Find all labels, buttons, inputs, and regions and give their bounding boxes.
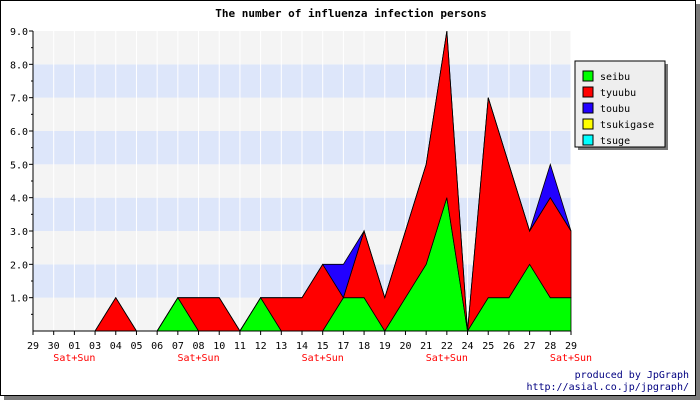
x-tick-label: 15 xyxy=(317,341,329,352)
y-tick-label: 8.0 xyxy=(10,60,28,71)
x-tick-label: 01 xyxy=(68,341,80,352)
y-tick-label: 9.0 xyxy=(10,27,28,38)
legend-label: seibu xyxy=(600,72,630,83)
y-tick-label: 6.0 xyxy=(10,127,28,138)
y-tick-label: 1.0 xyxy=(10,294,28,305)
x-tick-label: 13 xyxy=(275,341,287,352)
weekend-label: Sat+Sun xyxy=(53,353,95,364)
x-tick-label: 07 xyxy=(172,341,184,352)
x-tick-label: 30 xyxy=(48,341,60,352)
x-tick-label: 19 xyxy=(379,341,391,352)
x-tick-label: 08 xyxy=(193,341,205,352)
x-tick-label: 05 xyxy=(130,341,142,352)
x-tick-label: 29 xyxy=(565,341,577,352)
x-tick-label: 26 xyxy=(503,341,515,352)
weekend-label: Sat+Sun xyxy=(550,353,592,364)
legend-swatch xyxy=(582,70,594,82)
x-tick-label: 18 xyxy=(358,341,370,352)
legend-label: tsukigase xyxy=(600,120,654,131)
weekend-label: Sat+Sun xyxy=(426,353,468,364)
x-tick-label: 12 xyxy=(255,341,267,352)
x-tick-label: 24 xyxy=(462,341,474,352)
y-tick-label: 2.0 xyxy=(10,260,28,271)
area-toubu xyxy=(33,30,572,332)
legend-label: tyuubu xyxy=(600,88,636,99)
y-tick-label: 4.0 xyxy=(10,194,28,205)
x-tick-label: 06 xyxy=(151,341,163,352)
weekend-label: Sat+Sun xyxy=(302,353,344,364)
x-tick-label: 17 xyxy=(337,341,349,352)
credit-line-1: produced by JpGraph xyxy=(575,370,689,381)
x-tick-label: 25 xyxy=(482,341,494,352)
x-tick-label: 14 xyxy=(296,341,308,352)
y-tick-label: 3.0 xyxy=(10,227,28,238)
chart-title: The number of influenza infection person… xyxy=(215,7,487,20)
legend-label: tsuge xyxy=(600,136,630,147)
credit-line-2: http://asial.co.jp/jpgraph/ xyxy=(526,382,689,393)
legend-swatch xyxy=(582,134,594,146)
x-tick-labels: 29 30 01 03 04 05 06 07 08 10 11 12 13 14 15 17 18 19 20 21… xyxy=(27,331,592,364)
y-tick-label: 5.0 xyxy=(10,160,28,171)
legend: seibu tyuubu toubu tsukigase tsuge xyxy=(574,60,668,150)
x-tick-label: 04 xyxy=(110,341,122,352)
x-tick-label: 03 xyxy=(89,341,101,352)
y-tick-labels: 1.0 2.0 3.0 4.0 5.0 6.0 7.0 8.0 9.0 xyxy=(10,27,33,315)
x-tick-label: 29 xyxy=(27,341,39,352)
x-tick-label: 10 xyxy=(213,341,225,352)
x-tick-label: 27 xyxy=(524,341,536,352)
legend-label: toubu xyxy=(600,104,630,115)
weekend-label: Sat+Sun xyxy=(177,353,219,364)
legend-swatch xyxy=(582,102,594,114)
legend-swatch xyxy=(582,118,594,130)
legend-swatch xyxy=(582,86,594,98)
y-tick-label: 7.0 xyxy=(10,94,28,105)
x-tick-label: 11 xyxy=(234,341,246,352)
x-tick-label: 28 xyxy=(544,341,556,352)
x-tick-label: 22 xyxy=(441,341,453,352)
influenza-area-chart: The number of influenza infection person… xyxy=(10,7,689,393)
x-tick-label: 20 xyxy=(399,341,411,352)
x-tick-label: 21 xyxy=(420,341,432,352)
